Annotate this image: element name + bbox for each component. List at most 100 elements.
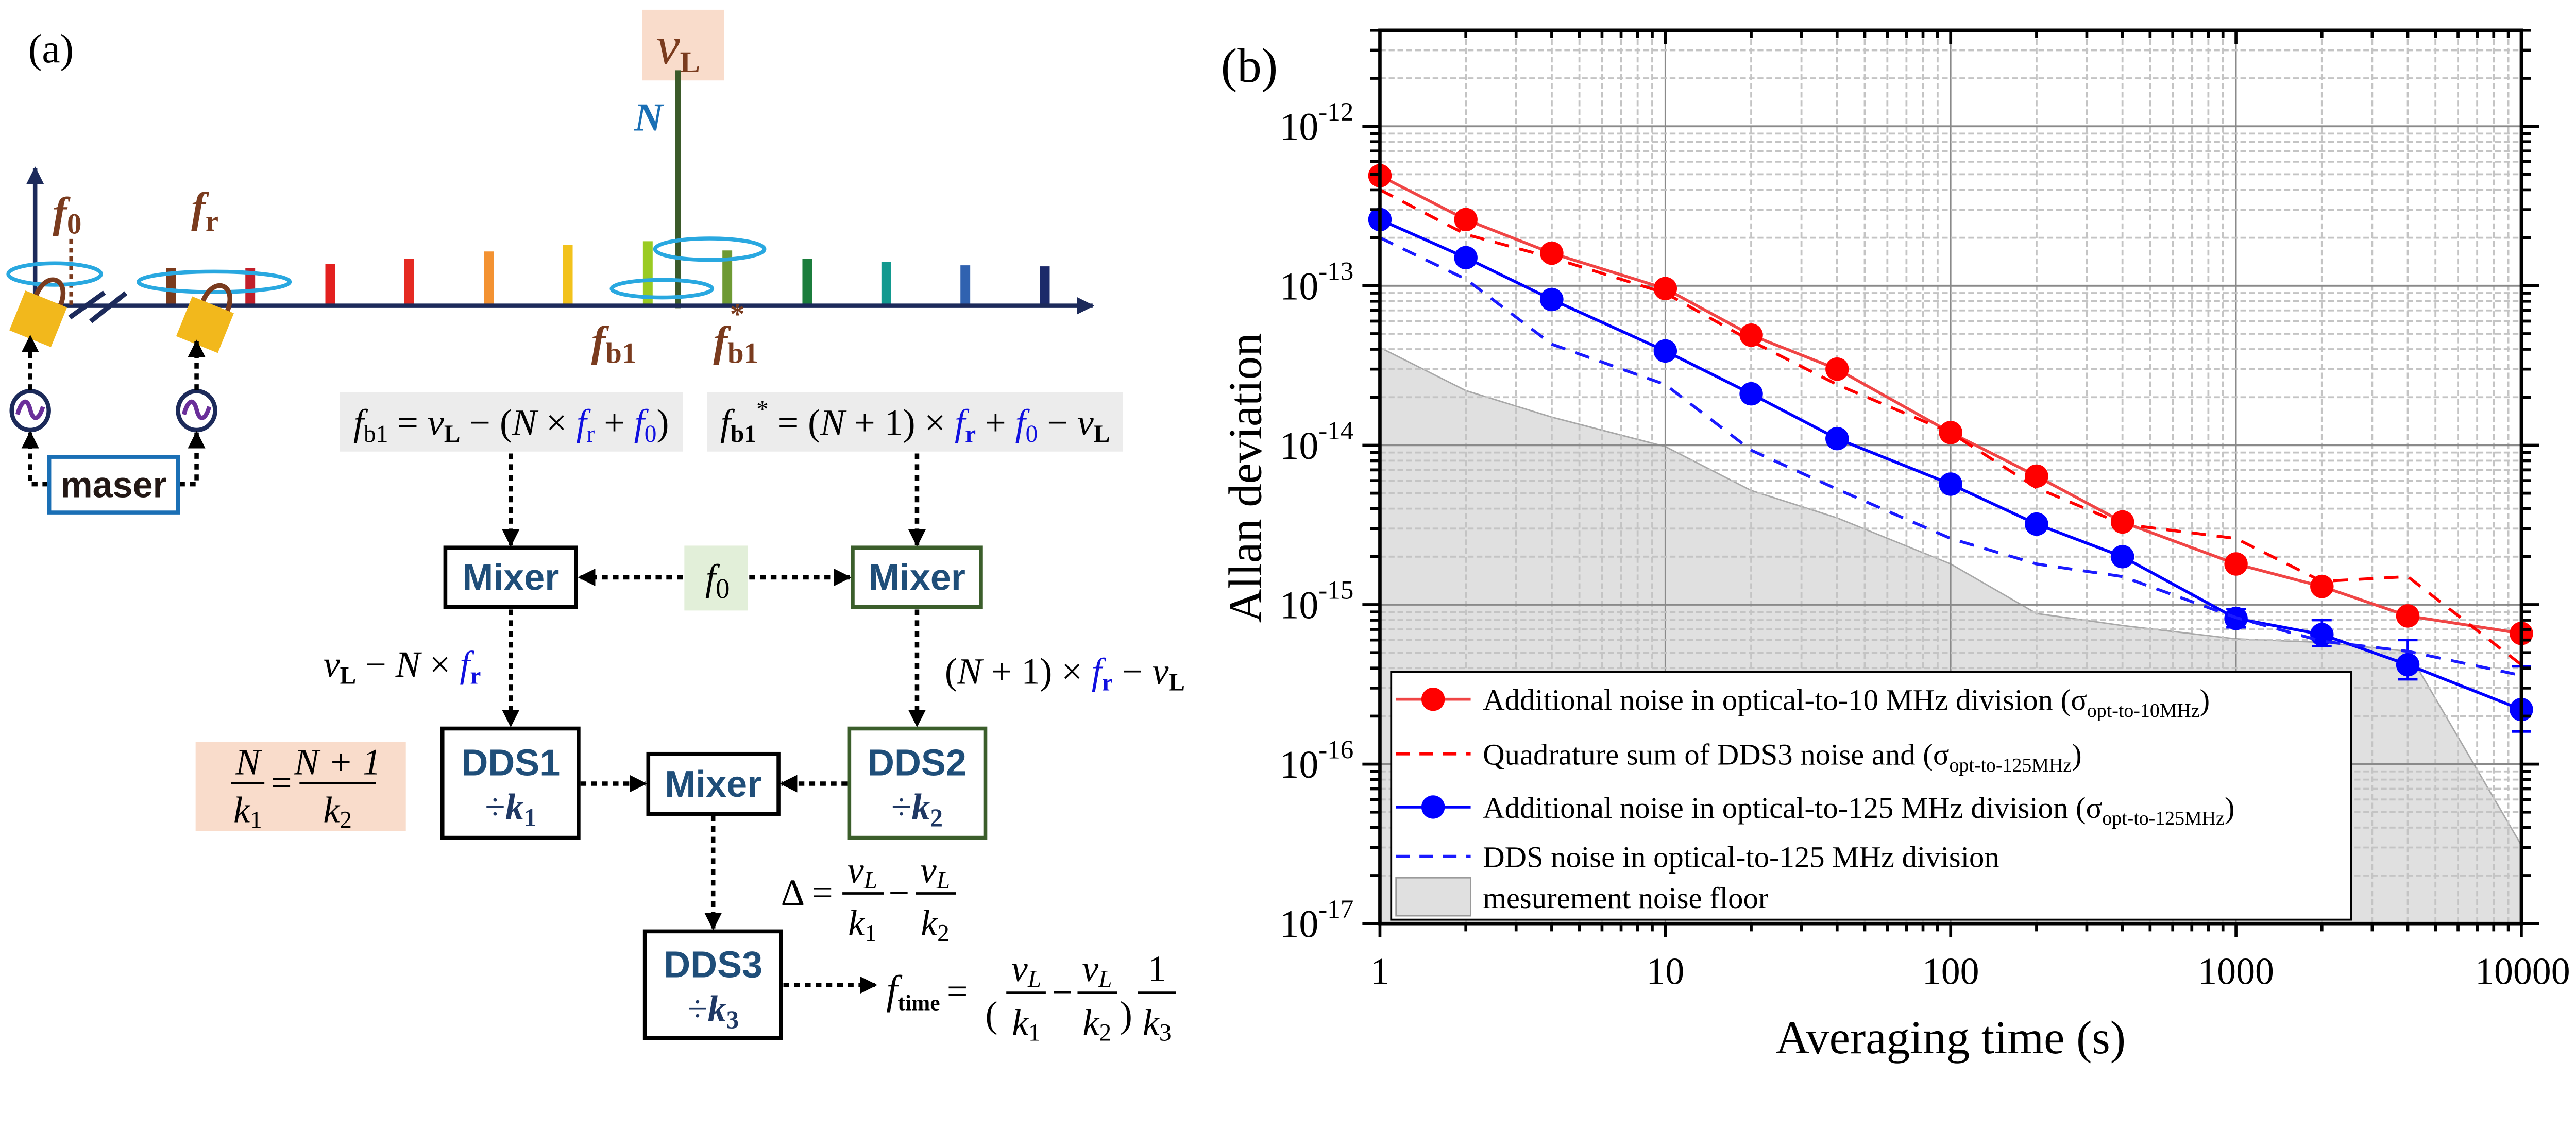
ratio-equals: = bbox=[271, 762, 292, 803]
comb-tooth bbox=[960, 265, 971, 306]
legend-label-end: ) bbox=[2225, 791, 2235, 825]
y-tick-label: 10-16 bbox=[1279, 735, 1353, 786]
data-point bbox=[1939, 472, 1962, 496]
dds3-divider: ÷k3 bbox=[687, 988, 739, 1034]
y-tick-base: 10 bbox=[1279, 744, 1318, 786]
legend-label-subscript: opt-to-125MHz bbox=[1949, 755, 2072, 776]
data-point bbox=[1653, 339, 1677, 363]
series-2 bbox=[1379, 188, 2522, 666]
y-tick-base: 10 bbox=[1279, 585, 1318, 627]
ftime-num3: 1 bbox=[1148, 948, 1166, 989]
f0-label: f0 bbox=[53, 189, 81, 240]
fr-label: fr bbox=[191, 184, 218, 237]
legend-label-text: Additional noise in optical-to-125 MHz d… bbox=[1483, 791, 2086, 825]
data-point bbox=[1540, 241, 1564, 265]
y-tick-exponent: -16 bbox=[1318, 735, 1353, 764]
legend-label-symbol: σ bbox=[1933, 738, 1950, 772]
reference-arrow bbox=[21, 431, 48, 487]
data-point bbox=[2224, 552, 2248, 576]
y-tick-base: 10 bbox=[1279, 425, 1318, 468]
y-tick-exponent: -17 bbox=[1318, 895, 1353, 924]
comb-tooth bbox=[166, 268, 176, 306]
ftime-den1: k1 bbox=[1012, 1002, 1041, 1046]
data-point bbox=[2310, 623, 2334, 646]
legend-label-text: DDS noise in optical-to-125 MHz division bbox=[1483, 840, 1999, 874]
y-tick-label: 10-14 bbox=[1279, 416, 1353, 468]
ratio-condition: N k1 = N + 1 k2 bbox=[231, 741, 381, 834]
nu-l-label: νL bbox=[656, 15, 700, 79]
f0-source-box bbox=[684, 545, 748, 611]
y-tick-base: 10 bbox=[1279, 265, 1318, 308]
beat-left-label: νL − N × fr bbox=[324, 644, 481, 689]
lock-icon bbox=[176, 283, 234, 353]
delta-formula: Δ = νL k1 − νL k2 bbox=[781, 850, 956, 947]
legend-label-symbol: σ bbox=[2071, 683, 2087, 717]
data-point bbox=[1653, 277, 1677, 301]
data-point bbox=[2310, 575, 2334, 598]
legend-swatch-area bbox=[1395, 877, 1471, 917]
legend-label: Quadrature sum of DDS3 noise and (σopt-t… bbox=[1483, 738, 2081, 776]
delta-num1: νL bbox=[848, 850, 877, 894]
lock-loop-ellipse bbox=[137, 269, 292, 294]
fb1-star-label: fb1* bbox=[713, 298, 758, 370]
dds2-divider: ÷k2 bbox=[891, 786, 943, 832]
legend-item: Additional noise in optical-to-125 MHz d… bbox=[1396, 791, 2235, 829]
data-point bbox=[2110, 545, 2134, 569]
data-point bbox=[1540, 287, 1564, 312]
nu-l-label-box bbox=[642, 9, 724, 81]
comb-tooth bbox=[484, 251, 494, 306]
ftime-num1: νL bbox=[1011, 948, 1041, 992]
legend-box bbox=[1390, 671, 2352, 921]
beat-right-label: (N + 1) × fr − νL bbox=[945, 650, 1185, 696]
ftime-minus: − bbox=[1052, 971, 1073, 1013]
ftime-den2: k2 bbox=[1083, 1002, 1112, 1046]
delta-num2: νL bbox=[920, 850, 950, 894]
dds2-label: DDS2 bbox=[868, 742, 967, 783]
series-line bbox=[1379, 188, 2522, 666]
comb-tooth bbox=[1040, 266, 1050, 306]
oscillator-icon bbox=[9, 389, 51, 433]
delta-minus: − bbox=[889, 872, 910, 913]
fb1-formula-box bbox=[340, 392, 683, 452]
comb-tooth bbox=[722, 250, 733, 306]
dds1-label: DDS1 bbox=[461, 742, 560, 783]
fb1-label: fb1 bbox=[591, 318, 637, 369]
fb1-star-formula: fb1* = (N + 1) × fr + f0 − νL bbox=[720, 396, 1110, 447]
y-tick-label: 10-13 bbox=[1279, 256, 1353, 308]
dds1-box bbox=[440, 726, 581, 840]
lock-icon bbox=[9, 277, 67, 348]
legend-label-subscript: opt-to-10MHz bbox=[2087, 700, 2200, 722]
legend-item: Additional noise in optical-to-10 MHz di… bbox=[1396, 683, 2210, 722]
comb-diagram: (a) νL N f0 fr fb1 fb1* bbox=[6, 9, 1185, 1046]
data-point bbox=[1454, 246, 1478, 270]
data-point bbox=[1825, 426, 1849, 451]
legend-item: DDS noise in optical-to-125 MHz division bbox=[1396, 840, 1999, 874]
ftime-formula: ftime = ( νL k1 − νL k2 ) 1 k3 bbox=[886, 948, 1176, 1046]
x-tick-label: 10 bbox=[1646, 950, 1684, 992]
maser-box bbox=[47, 455, 180, 515]
data-point bbox=[1739, 382, 1763, 406]
legend-label: mesurement noise floor bbox=[1483, 881, 1769, 915]
legend-swatch-marker bbox=[1421, 795, 1445, 819]
mode-number-label: N bbox=[634, 95, 665, 140]
dds3-label: DDS3 bbox=[664, 944, 762, 985]
data-point bbox=[2396, 653, 2420, 677]
ftime-den3: k3 bbox=[1143, 1002, 1172, 1046]
legend-label: DDS noise in optical-to-125 MHz division bbox=[1483, 840, 1999, 874]
comb-tooth bbox=[245, 268, 256, 306]
axis-break-icon bbox=[68, 290, 128, 323]
data-point bbox=[1454, 208, 1478, 232]
ftime-lhs: ftime = bbox=[886, 967, 968, 1015]
ftime-num2: νL bbox=[1082, 948, 1112, 992]
legend-item: Quadrature sum of DDS3 noise and (σopt-t… bbox=[1396, 738, 2082, 776]
oscillator-icon bbox=[176, 389, 217, 433]
y-axis-title: Allan deviation bbox=[1219, 333, 1271, 623]
legend-label: Additional noise in optical-to-10 MHz di… bbox=[1483, 683, 2210, 722]
data-point bbox=[1825, 357, 1849, 381]
delta-den2: k2 bbox=[921, 902, 950, 947]
y-tick-base: 10 bbox=[1279, 903, 1318, 946]
ftime-close-paren: ) bbox=[1120, 994, 1132, 1035]
delta-lhs: Δ = bbox=[781, 872, 833, 913]
y-tick-label: 10-12 bbox=[1279, 97, 1353, 149]
legend-label-text: Additional noise in optical-to-10 MHz di… bbox=[1483, 683, 2071, 717]
